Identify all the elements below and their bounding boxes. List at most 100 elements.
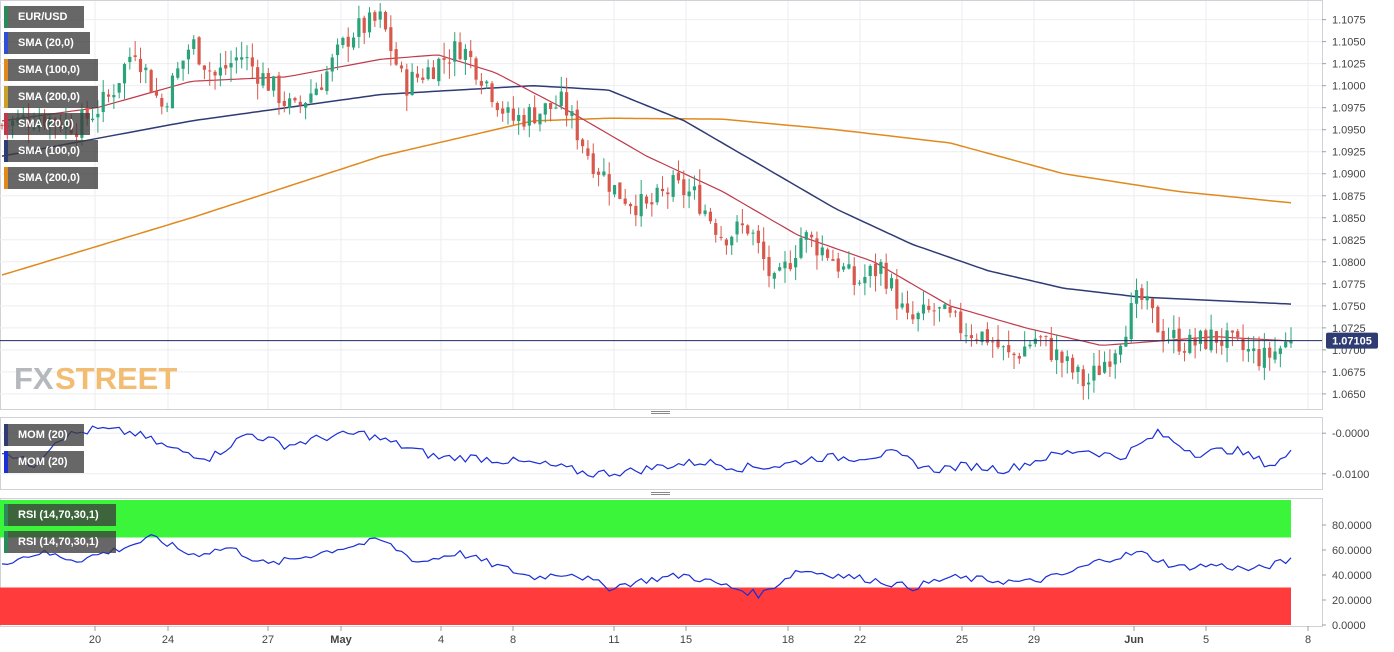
candle-down bbox=[383, 12, 388, 30]
candle-down bbox=[634, 205, 638, 216]
momentum-tick-label: -0.0000 bbox=[1332, 428, 1369, 440]
candle-down bbox=[469, 50, 473, 58]
momentum-series bbox=[2, 425, 1292, 478]
legend-mom-1[interactable]: MOM (20) bbox=[4, 424, 84, 446]
price-tick-label: 1.0875 bbox=[1332, 191, 1366, 203]
legend-sma100-navy[interactable]: SMA (100,0) bbox=[4, 140, 98, 162]
candle-down bbox=[447, 62, 452, 64]
candle-up bbox=[687, 191, 691, 197]
candle-up bbox=[1113, 353, 1117, 365]
rsi-series bbox=[1, 534, 1292, 600]
candle-down bbox=[250, 57, 254, 67]
candle-up bbox=[692, 186, 697, 191]
candle-up bbox=[1246, 349, 1250, 352]
time-tick-label: 5 bbox=[1203, 634, 1209, 646]
rsi-oversold-zone bbox=[0, 587, 1291, 625]
time-tick-label: 8 bbox=[1305, 634, 1311, 646]
candle-up bbox=[96, 113, 100, 118]
rsi-panel[interactable]: 80.0000 60.0000 40.0000 20.0000 0.0000 bbox=[0, 498, 1372, 633]
panel-resize-handle-1[interactable] bbox=[651, 410, 671, 416]
candle-down bbox=[458, 42, 462, 60]
candle-down bbox=[277, 75, 281, 104]
candle-down bbox=[202, 65, 206, 70]
candle-up bbox=[1284, 341, 1288, 348]
candle-down bbox=[873, 263, 878, 277]
candle-down bbox=[927, 305, 931, 310]
candle-down bbox=[282, 100, 286, 107]
candle-up bbox=[751, 232, 755, 234]
candle-up bbox=[192, 39, 196, 50]
candle-down bbox=[650, 202, 654, 205]
candle-up bbox=[335, 44, 340, 56]
time-tick-label: Jun bbox=[1124, 634, 1144, 646]
candle-up bbox=[186, 49, 191, 60]
candle-up bbox=[1118, 345, 1123, 355]
candle-down bbox=[442, 57, 446, 60]
legend-sma100-orange[interactable]: SMA (100,0) bbox=[4, 59, 98, 81]
candle-up bbox=[1209, 329, 1213, 351]
candle-up bbox=[410, 71, 414, 95]
candle-up bbox=[357, 18, 361, 37]
candle-down bbox=[1017, 355, 1021, 359]
candle-up bbox=[783, 261, 787, 269]
candle-up bbox=[1102, 361, 1107, 373]
candle-up bbox=[554, 107, 558, 109]
candle-down bbox=[1071, 357, 1075, 373]
momentum-line bbox=[2, 425, 1292, 478]
price-tick-label: 1.0750 bbox=[1332, 301, 1366, 313]
candle-up bbox=[229, 63, 233, 68]
price-panel[interactable]: FX STREET 1.06501.06751.07001.07251.0750… bbox=[0, 0, 1378, 410]
candle-down bbox=[197, 37, 201, 65]
price-gridlines bbox=[0, 1, 1322, 409]
candle-up bbox=[980, 331, 984, 342]
candle-down bbox=[389, 27, 393, 52]
price-tick-label: 1.0900 bbox=[1332, 169, 1366, 181]
candle-down bbox=[948, 306, 952, 313]
candle-down bbox=[575, 109, 579, 141]
candles bbox=[0, 3, 1293, 400]
candle-down bbox=[495, 103, 499, 111]
candle-up bbox=[799, 238, 803, 258]
legend-sma20-blue[interactable]: SMA (20,0) bbox=[4, 32, 90, 54]
candle-down bbox=[138, 58, 143, 73]
candle-down bbox=[298, 101, 302, 106]
candle-down bbox=[762, 241, 766, 260]
legend-sma200-orange[interactable]: SMA (200,0) bbox=[4, 167, 98, 189]
legend-rsi-1[interactable]: RSI (14,70,30,1) bbox=[4, 504, 116, 526]
candle-up bbox=[730, 236, 734, 246]
candle-down bbox=[618, 182, 622, 199]
legend-symbol[interactable]: EUR/USD bbox=[4, 6, 84, 28]
candle-down bbox=[213, 71, 217, 76]
candle-up bbox=[181, 60, 185, 69]
candle-up bbox=[1273, 351, 1277, 360]
candle-up bbox=[1134, 289, 1139, 304]
candle-up bbox=[889, 278, 894, 289]
candle-down bbox=[607, 174, 611, 192]
candle-up bbox=[639, 193, 643, 217]
legend-sma200-gold[interactable]: SMA (200,0) bbox=[4, 86, 98, 108]
candle-up bbox=[538, 113, 542, 125]
candle-down bbox=[479, 80, 483, 86]
candle-up bbox=[1124, 336, 1128, 347]
candle-up bbox=[1092, 365, 1096, 381]
price-tick-label: 1.0800 bbox=[1332, 257, 1366, 269]
price-tick-label: 1.0925 bbox=[1332, 147, 1366, 159]
candle-down bbox=[969, 335, 974, 339]
candle-down bbox=[852, 266, 856, 286]
legend-mom-2[interactable]: MOM (20) bbox=[4, 451, 84, 473]
legend-sma20-red[interactable]: SMA (20,0) bbox=[4, 113, 90, 135]
candle-up bbox=[863, 277, 867, 284]
candle-down bbox=[959, 311, 963, 334]
momentum-panel-border bbox=[0, 417, 1323, 490]
momentum-panel[interactable]: -0.0000 -0.0100 bbox=[0, 417, 1369, 490]
panel-resize-handle-2[interactable] bbox=[651, 491, 671, 497]
candle-up bbox=[1166, 339, 1171, 341]
candle-up bbox=[559, 91, 563, 106]
candle-up bbox=[1262, 347, 1266, 368]
candle-down bbox=[628, 203, 633, 207]
candle-up bbox=[655, 187, 659, 203]
candle-down bbox=[975, 339, 979, 341]
legend-rsi-2[interactable]: RSI (14,70,30,1) bbox=[4, 531, 116, 553]
time-tick-label: 25 bbox=[956, 634, 968, 646]
